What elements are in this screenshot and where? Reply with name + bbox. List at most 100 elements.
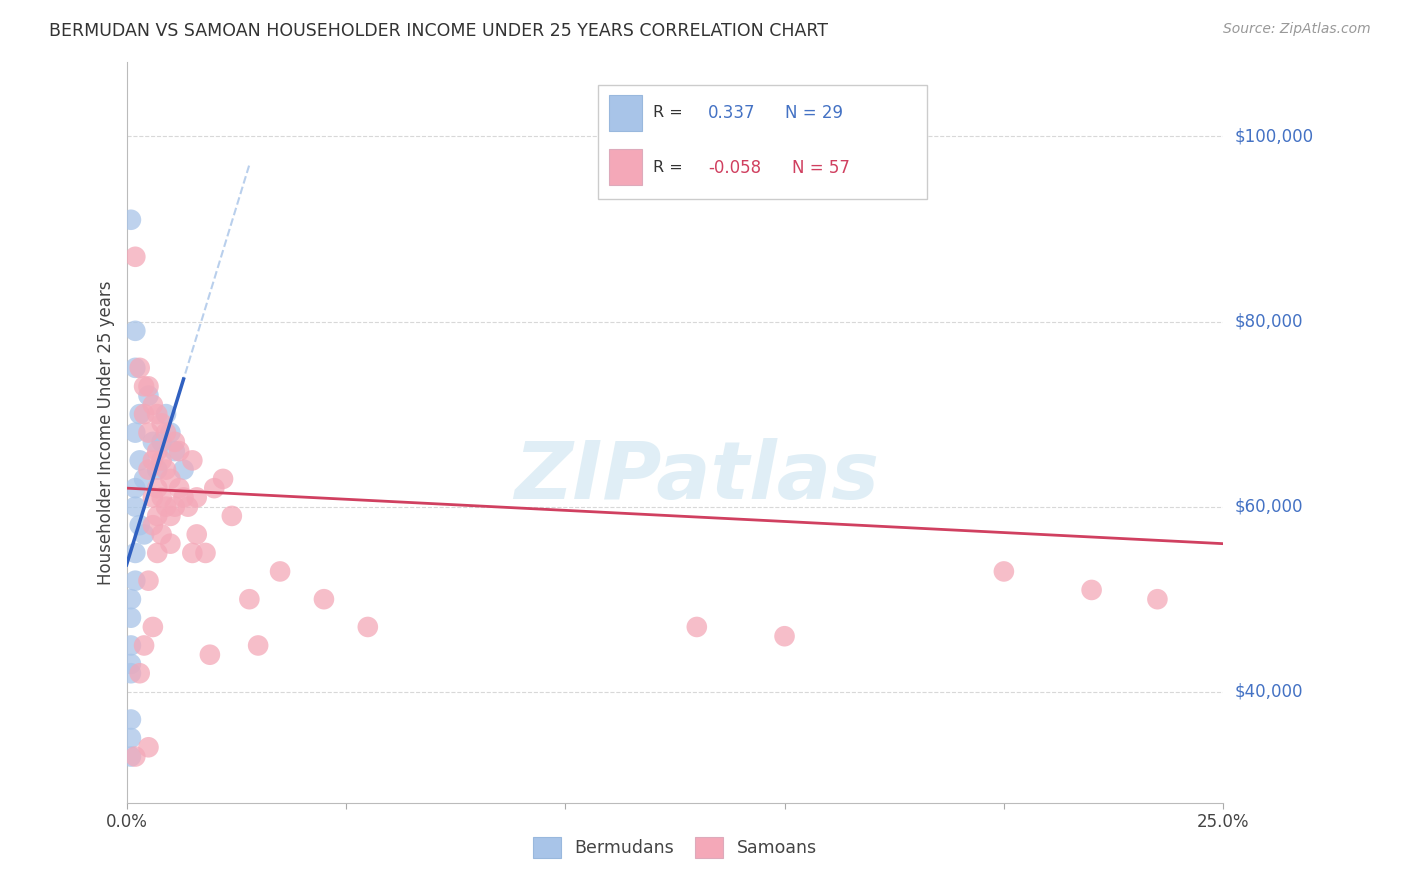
Point	[120, 639, 142, 653]
Text: N = 29: N = 29	[785, 103, 842, 122]
Point	[167, 444, 190, 458]
Point	[312, 592, 335, 607]
Point	[202, 481, 225, 495]
Point	[150, 417, 173, 431]
Point	[177, 500, 200, 514]
Point	[132, 527, 155, 541]
Point	[132, 407, 155, 421]
Text: Source: ZipAtlas.com: Source: ZipAtlas.com	[1223, 22, 1371, 37]
Point	[212, 472, 235, 486]
Point	[155, 462, 177, 476]
Point	[159, 536, 181, 550]
Point	[138, 379, 160, 393]
Point	[120, 212, 142, 227]
Point	[159, 508, 181, 523]
Point	[146, 444, 169, 458]
Text: $40,000: $40,000	[1234, 682, 1303, 701]
Point	[138, 388, 160, 402]
Point	[155, 500, 177, 514]
Point	[142, 491, 165, 505]
Point	[146, 462, 169, 476]
Point	[128, 407, 150, 421]
Point	[124, 481, 146, 495]
Text: $80,000: $80,000	[1234, 312, 1303, 331]
Point	[181, 453, 204, 467]
Point	[120, 713, 142, 727]
Point	[1146, 592, 1168, 607]
Text: ZIPatlas: ZIPatlas	[515, 438, 879, 516]
Point	[142, 453, 165, 467]
Point	[120, 592, 142, 607]
Point	[159, 472, 181, 486]
Point	[194, 546, 217, 560]
Point	[146, 546, 169, 560]
Text: BERMUDAN VS SAMOAN HOUSEHOLDER INCOME UNDER 25 YEARS CORRELATION CHART: BERMUDAN VS SAMOAN HOUSEHOLDER INCOME UN…	[49, 22, 828, 40]
Point	[132, 639, 155, 653]
Point	[138, 425, 160, 440]
Point	[138, 740, 160, 755]
Point	[150, 527, 173, 541]
Point	[155, 425, 177, 440]
FancyBboxPatch shape	[598, 85, 927, 200]
Point	[142, 434, 165, 449]
Point	[124, 360, 146, 375]
Point	[124, 546, 146, 560]
Text: $60,000: $60,000	[1234, 498, 1303, 516]
Text: $100,000: $100,000	[1234, 128, 1313, 145]
Point	[993, 565, 1015, 579]
Point	[142, 398, 165, 412]
Point	[173, 462, 195, 476]
Bar	[609, 95, 643, 130]
Point	[155, 407, 177, 421]
Point	[128, 360, 150, 375]
Point	[142, 620, 165, 634]
Point	[357, 620, 380, 634]
Point	[124, 250, 146, 264]
Point	[120, 657, 142, 671]
Point	[120, 666, 142, 681]
Text: R =: R =	[652, 160, 683, 175]
Point	[146, 508, 169, 523]
Point	[1080, 582, 1102, 597]
Point	[159, 425, 181, 440]
Point	[221, 508, 243, 523]
Point	[120, 749, 142, 764]
Point	[198, 648, 221, 662]
Legend: Bermudans, Samoans: Bermudans, Samoans	[526, 830, 824, 864]
Point	[128, 518, 150, 533]
Point	[247, 639, 270, 653]
Point	[124, 500, 146, 514]
Point	[238, 592, 260, 607]
Point	[128, 666, 150, 681]
Point	[173, 491, 195, 505]
Point	[146, 481, 169, 495]
Y-axis label: Householder Income Under 25 years: Householder Income Under 25 years	[97, 280, 115, 585]
Text: N = 57: N = 57	[792, 159, 851, 177]
Point	[124, 574, 146, 588]
Point	[124, 324, 146, 338]
Text: R =: R =	[652, 105, 683, 120]
Point	[132, 472, 155, 486]
Point	[142, 518, 165, 533]
Point	[186, 527, 208, 541]
Point	[150, 453, 173, 467]
Point	[132, 379, 155, 393]
Point	[181, 546, 204, 560]
Point	[773, 629, 796, 643]
Point	[120, 610, 142, 624]
Point	[186, 491, 208, 505]
Point	[163, 500, 186, 514]
Point	[150, 491, 173, 505]
Point	[124, 749, 146, 764]
Point	[146, 407, 169, 421]
Point	[124, 425, 146, 440]
Bar	[609, 149, 643, 185]
Point	[269, 565, 291, 579]
Point	[686, 620, 709, 634]
Point	[167, 481, 190, 495]
Point	[128, 453, 150, 467]
Point	[150, 434, 173, 449]
Text: -0.058: -0.058	[707, 159, 761, 177]
Text: 0.337: 0.337	[707, 103, 755, 122]
Point	[120, 731, 142, 745]
